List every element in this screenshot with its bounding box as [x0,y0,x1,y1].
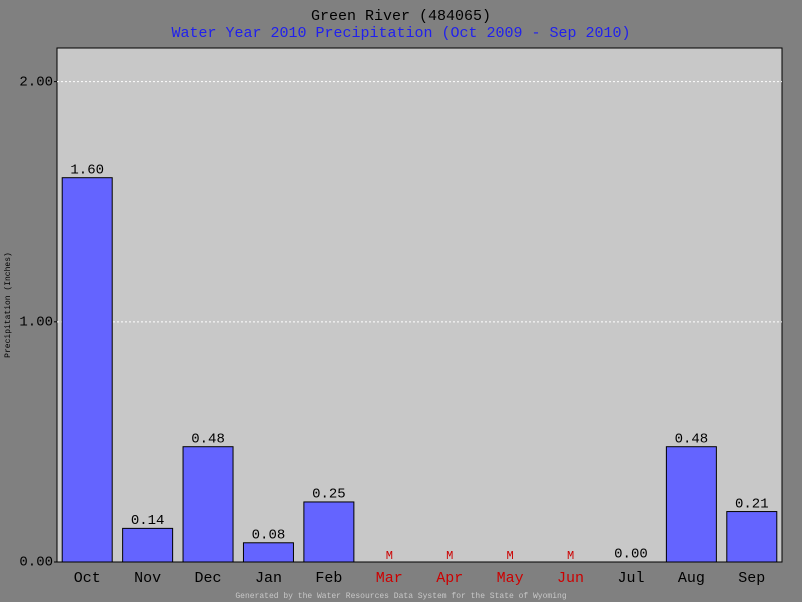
data-label: 0.48 [191,431,225,447]
bar [726,511,778,563]
x-tick-label: Aug [678,570,705,587]
bar [665,446,717,563]
bar [182,446,234,563]
footer: Generated by the Water Resources Data Sy… [235,592,566,601]
x-tick-label: Jun [557,570,584,587]
plot-area [56,47,783,563]
data-label: M [567,549,574,563]
x-tick-label: Oct [74,570,101,587]
x-tick-label: Jul [617,570,644,587]
x-tick-label: Feb [315,570,342,587]
data-label: 0.00 [614,547,648,563]
chart-title: Green River (484065) [311,8,491,25]
x-tick-label: Dec [195,570,222,587]
data-label: M [507,549,514,563]
x-tick-label: Mar [376,570,403,587]
data-label: 1.60 [70,162,104,178]
data-label: 0.25 [312,487,346,503]
y-axis-label: Precipitation (Inches) [4,252,13,358]
bar [242,542,294,563]
chart-subtitle: Water Year 2010 Precipitation (Oct 2009 … [171,25,630,42]
bar [122,527,174,563]
data-label: 0.08 [252,527,286,543]
data-label: 0.21 [735,496,769,512]
y-tick-label: 1.00 [19,315,53,331]
data-label: 0.14 [131,513,165,529]
x-tick-label: Nov [134,570,161,587]
bar [303,501,355,563]
data-label: M [386,549,393,563]
x-tick-label: May [497,570,524,587]
data-label: M [446,549,453,563]
bar [61,177,113,563]
y-tick-label: 2.00 [19,74,53,90]
data-label: 0.48 [675,431,709,447]
x-tick-label: Sep [738,570,765,587]
x-tick-label: Apr [436,570,463,587]
y-tick-label: 0.00 [19,555,53,571]
x-tick-label: Jan [255,570,282,587]
